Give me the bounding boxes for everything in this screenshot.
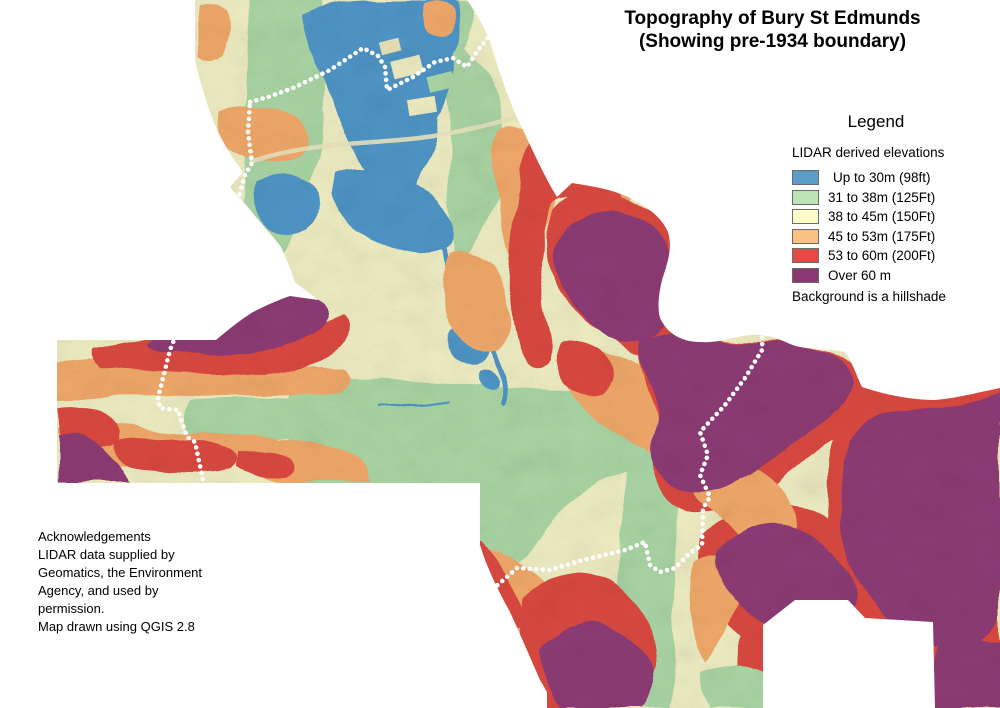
legend-label: 31 to 38m (125Ft) <box>828 189 936 205</box>
legend: Legend LIDAR derived elevations Up to 30… <box>792 112 1000 304</box>
legend-swatch-45-53m <box>792 228 819 244</box>
legend-swatch-53-60m <box>792 248 819 264</box>
legend-swatch-38-45m <box>792 209 819 225</box>
legend-row-31-38m: 31 to 38m (125Ft) <box>792 188 1000 208</box>
legend-label: 38 to 45m (150Ft) <box>828 209 936 225</box>
legend-swatch-31-38m <box>792 189 819 205</box>
map-title-line1: Topography of Bury St Edmunds <box>624 8 921 29</box>
legend-heading: Legend <box>847 112 905 131</box>
legend-swatch-over-60m <box>792 267 819 283</box>
legend-swatch-up-to-30m <box>792 170 819 186</box>
legend-subheading: LIDAR derived elevations <box>792 145 945 160</box>
legend-row-45-53m: 45 to 53m (175Ft) <box>792 227 1000 247</box>
map-title-line2: (Showing pre-1934 boundary) <box>638 31 907 52</box>
legend-label: Over 60 m <box>828 267 892 283</box>
legend-rows: Up to 30m (98ft) 31 to 38m (125Ft) 38 to… <box>792 168 1000 285</box>
legend-row-over-60m: Over 60 m <box>792 266 1000 286</box>
legend-label: Up to 30m (98ft) <box>833 170 931 186</box>
map-title: Topography of Bury St Edmunds (Showing p… <box>600 7 945 53</box>
legend-label: 45 to 53m (175Ft) <box>828 228 936 244</box>
legend-row-up-to-30m: Up to 30m (98ft) <box>792 168 1000 188</box>
pre-1934-boundary-line <box>155 32 766 670</box>
legend-row-53-60m: 53 to 60m (200Ft) <box>792 246 1000 266</box>
acknowledgements: Acknowledgements LIDAR data supplied by … <box>38 529 203 634</box>
legend-label: 53 to 60m (200Ft) <box>828 248 936 264</box>
legend-footnote: Background is a hillshade <box>792 289 946 304</box>
legend-row-38-45m: 38 to 45m (150Ft) <box>792 207 1000 227</box>
